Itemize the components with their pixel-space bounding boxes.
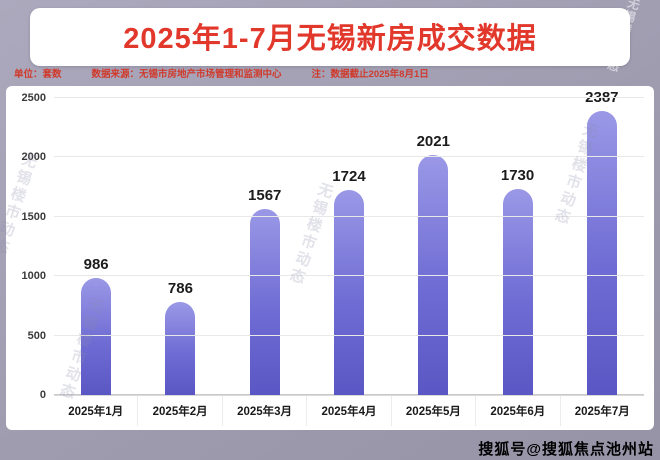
x-axis-label: 2025年1月 [68,406,124,418]
x-axis: 2025年1月 2025年2月 2025年3月 2025年4月 2025年5月 2025年… [54,395,644,426]
gridline [54,97,644,98]
bar-column: 1567 [223,98,307,395]
gridline [54,156,644,158]
gridline [54,334,644,336]
bar-column: 1730 [475,98,559,395]
bar-value-label: 1567 [248,186,282,204]
bar-value-label: 1724 [332,168,366,186]
footer-credit: 搜狐号@搜狐焦点池州站 [478,441,654,458]
y-tick-label: 500 [27,329,46,342]
bar-column: 1724 [307,98,391,395]
y-tick-label: 2500 [21,92,46,104]
chart-inner: 0 500 1000 1500 2000 2500 986 786 1567 1724 2021 1… [12,89,644,426]
y-tick-label: 2000 [21,151,46,164]
page-title: 2025年1-7月无锡新房成交数据 [123,23,537,55]
x-axis-label: 2025年2月 [137,396,221,426]
bars: 986 786 1567 1724 2021 1730 2387 [54,89,644,395]
plot-row: 0 500 1000 1500 2000 2500 986 786 1567 1724 2021 1… [12,89,644,401]
x-axis-label: 2025年3月 [221,396,306,426]
x-axis-label: 2025年7月 [559,396,644,426]
bar-value-label: 1730 [500,167,535,185]
unit-label: 单位：套数 [14,69,62,80]
bar-column: 986 [54,98,138,395]
bar [418,154,449,395]
chart-card: 0 500 1000 1500 2000 2500 986 786 1567 1724 2021 1… [6,86,654,430]
bar-value-label: 786 [167,279,193,297]
y-tick-label: 1000 [21,270,46,283]
gridline [54,215,644,217]
bar-value-label: 2021 [416,132,450,150]
bar [502,189,533,395]
source-label: 数据来源：无锡市房地产市场管理和监测中心 [91,69,282,80]
bar [249,208,280,395]
x-axis-label: 2025年6月 [475,396,559,426]
bar [81,277,112,395]
bar [586,111,617,395]
meta-row: 单位：套数 数据来源：无锡市房地产市场管理和监测中心 注：数据截止2025年8月… [14,66,650,80]
bar-value-label: 986 [83,255,109,273]
plot-area: 986 786 1567 1724 2021 1730 2387 [54,89,644,395]
x-axis-label: 2025年5月 [390,396,475,426]
bar-column: 786 [138,98,222,395]
title-banner: 2025年1-7月无锡新房成交数据 [30,8,630,66]
bar [165,301,196,395]
note-label: 注：数据截止2025年8月1日 [311,69,429,80]
bar-column: 2021 [391,98,475,395]
y-tick-label: 1500 [21,210,46,223]
bar [333,190,364,395]
gridline [54,275,644,277]
bar-column: 2387 [560,89,644,395]
x-axis-label: 2025年4月 [306,396,390,426]
y-axis: 0 500 1000 1500 2000 2500 [12,92,54,401]
y-tick-label: 0 [39,389,46,401]
